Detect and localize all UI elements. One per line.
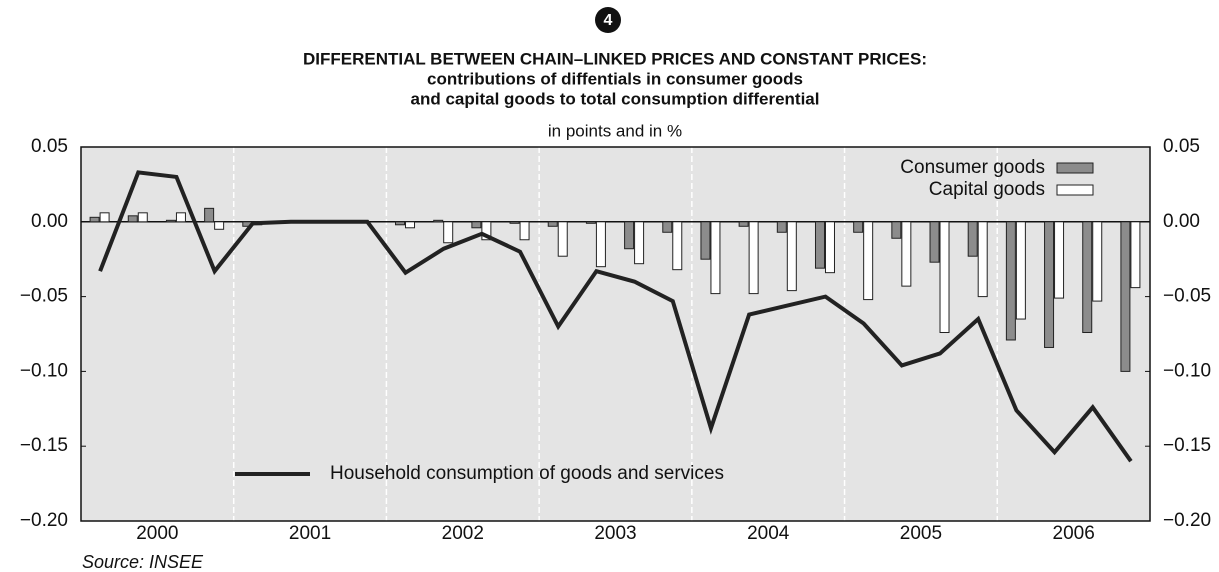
bar (967, 221, 978, 257)
bar (395, 221, 406, 226)
legend-label: Household consumption of goods and servi… (330, 463, 724, 484)
bar (443, 221, 454, 244)
bar (929, 221, 940, 263)
bar (662, 221, 673, 233)
y-tick-label: 0.00 (31, 211, 68, 232)
y2-tick-label: 0.00 (1163, 211, 1200, 232)
bar (700, 221, 711, 260)
bar (1120, 221, 1131, 372)
bar (519, 221, 530, 241)
bar (891, 221, 902, 239)
legend-swatch (1056, 162, 1094, 174)
bar (776, 221, 787, 233)
bar (634, 221, 645, 265)
bar (977, 221, 988, 298)
bar (1044, 221, 1055, 348)
source: Source: INSEE (82, 552, 204, 572)
bar (786, 221, 797, 292)
bar (433, 219, 444, 223)
bar (214, 221, 225, 230)
x-tick-label: 2005 (900, 523, 942, 544)
x-tick-label: 2003 (594, 523, 636, 544)
bar (1015, 221, 1026, 320)
y2-tick-label: −0.20 (1163, 510, 1211, 531)
bar (1005, 221, 1016, 341)
bar (1130, 221, 1141, 289)
line (98, 170, 1133, 463)
legend-swatch (1056, 184, 1094, 196)
x-tick-label: 2006 (1053, 523, 1095, 544)
bar (624, 221, 635, 250)
bar (509, 221, 520, 224)
y-tick-label: −0.20 (20, 510, 68, 531)
x-tick-label: 2002 (442, 523, 484, 544)
bar (99, 212, 110, 223)
bar (405, 221, 416, 229)
x-tick-label: 2000 (136, 523, 178, 544)
x-tick-label: 2004 (747, 523, 790, 544)
bar (863, 221, 874, 301)
bar (165, 219, 176, 223)
bar (853, 221, 864, 233)
y-tick-label: 0.05 (31, 136, 68, 157)
subtitle: and capital goods to total consumption d… (411, 89, 820, 108)
bar (547, 221, 558, 227)
bar (814, 221, 825, 269)
y2-tick-label: −0.15 (1163, 435, 1211, 456)
bar (1082, 221, 1093, 334)
legend-label: Consumer goods (900, 157, 1045, 178)
badge: 4 (604, 12, 613, 29)
bar (204, 207, 215, 223)
bar (710, 221, 721, 295)
units: in points and in % (548, 121, 682, 140)
bar (748, 221, 759, 295)
legend-label: Capital goods (929, 179, 1045, 200)
bar (481, 221, 492, 241)
y2-tick-label: −0.10 (1163, 360, 1211, 381)
bar (89, 216, 100, 223)
bar (127, 215, 138, 223)
plot-frame (80, 146, 1151, 522)
bar (137, 212, 148, 223)
bar (901, 221, 912, 287)
badge-circle (595, 7, 621, 33)
chart-title: DIFFERENTIAL BETWEEN CHAIN–LINKED PRICES… (303, 49, 927, 68)
bar (595, 221, 606, 268)
y2-tick-label: 0.05 (1163, 136, 1200, 157)
bar (1092, 221, 1103, 302)
bar (585, 221, 596, 224)
bar (738, 221, 749, 227)
y2-tick-label: −0.05 (1163, 286, 1211, 307)
bar (939, 221, 950, 334)
bar (471, 221, 482, 229)
bar (672, 221, 683, 271)
subtitle: contributions of diffentials in consumer… (427, 69, 803, 88)
bar (1054, 221, 1065, 299)
bar (557, 221, 568, 257)
bar (824, 221, 835, 274)
bar (175, 212, 186, 223)
plot-area (81, 147, 1150, 521)
y-tick-label: −0.15 (20, 435, 68, 456)
y-tick-label: −0.05 (20, 286, 68, 307)
y-tick-label: −0.10 (20, 360, 68, 381)
x-tick-label: 2001 (289, 523, 331, 544)
